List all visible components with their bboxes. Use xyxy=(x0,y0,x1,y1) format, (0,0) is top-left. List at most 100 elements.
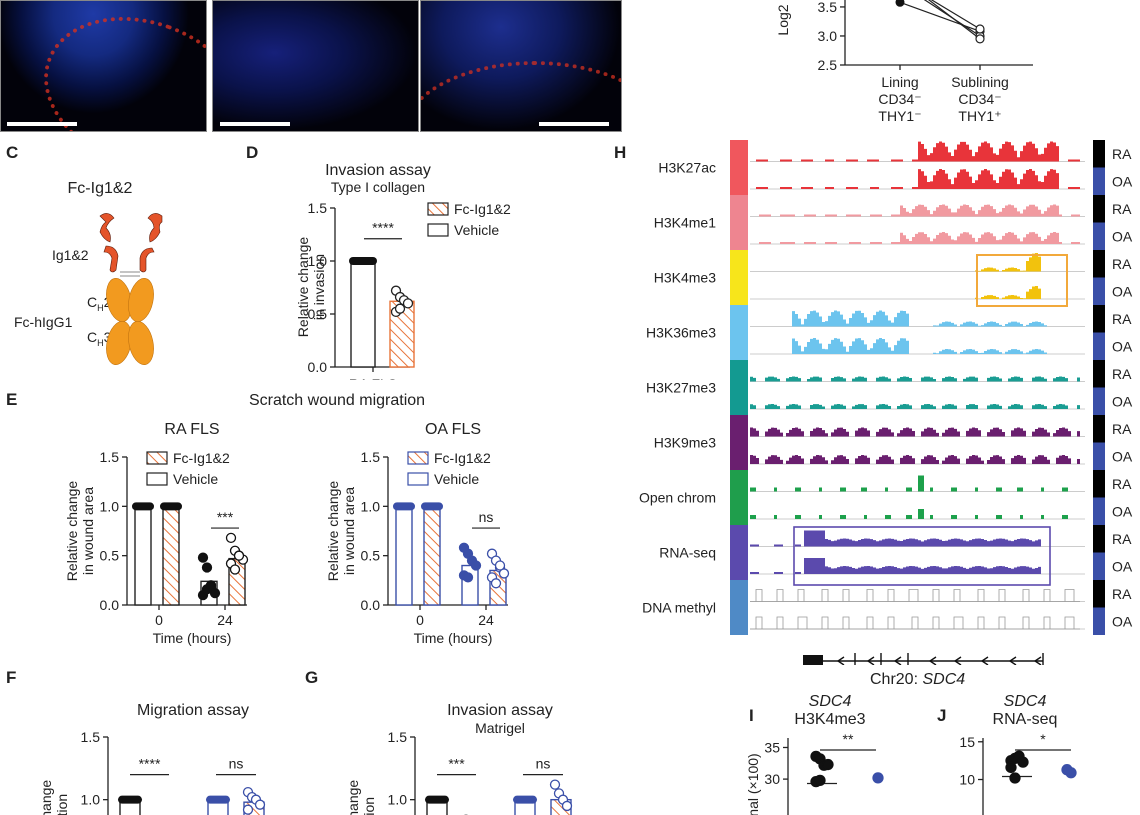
y-axis-label: in wound area xyxy=(80,487,96,575)
legend-swatch-fc xyxy=(146,451,168,465)
y-tick-label: 1.5 xyxy=(361,449,381,465)
data-points-fc-ig12 xyxy=(421,502,443,511)
track-label: Open chrom xyxy=(639,490,716,506)
y-tick-label: 1.5 xyxy=(308,200,328,216)
track-label: H3K4me1 xyxy=(654,215,716,231)
x-tick-label: 24 xyxy=(217,612,233,628)
gene-strand-arrow xyxy=(893,656,902,665)
x-tick-label: RA FLS xyxy=(349,376,397,380)
y-tick-label: 0.0 xyxy=(100,597,120,613)
fc-label: Fc-hIgG1 xyxy=(14,314,73,330)
gene-strand-arrow xyxy=(953,656,962,665)
chart-subtitle: Type I collagen xyxy=(331,179,425,195)
y-axis-label: nal (×100) xyxy=(745,753,761,815)
chart-E: Scratch wound migration 0.0 0.5 1.0 1.5 Relat… xyxy=(64,392,510,646)
track-signal xyxy=(750,475,1080,492)
condition-color-band xyxy=(1093,442,1105,470)
scale-bar xyxy=(220,122,290,126)
gene-strand-arrow xyxy=(1033,656,1042,665)
panel-label-E: E xyxy=(6,390,18,409)
data-point xyxy=(394,303,406,314)
y-tick-label: 0.5 xyxy=(361,548,381,564)
group-title: Scratch wound migration xyxy=(249,392,425,409)
data-points-fc-ig12 xyxy=(160,502,182,511)
data-points-vehicle xyxy=(425,795,449,804)
track-signal xyxy=(750,376,1080,382)
ch3-label: CH3 xyxy=(87,329,112,348)
track-label: H3K27me3 xyxy=(646,380,716,396)
gene-strand-arrow xyxy=(866,656,875,665)
y-tick-label: 10 xyxy=(959,772,975,788)
data-points-vehicle xyxy=(118,795,142,804)
data-point xyxy=(494,560,506,571)
condition-color-band xyxy=(1093,497,1105,525)
track-label: RNA-seq xyxy=(659,545,716,561)
panel-label-H: H xyxy=(614,143,627,162)
chart-title-gene: SDC4 xyxy=(809,693,852,710)
significance-label: *** xyxy=(448,756,465,772)
panel-label-D: D xyxy=(246,143,259,162)
condition-color-band xyxy=(1093,360,1105,388)
panel-label-I: I xyxy=(749,706,754,725)
y-axis-label: in invasion xyxy=(361,797,377,815)
track-signal xyxy=(750,616,1080,630)
condition-label: RA xyxy=(1112,586,1132,602)
fc-construct-diagram: Fc-Ig1&2 Ig1&2 Fc-hIgG1 CH2 CH3 xyxy=(14,180,163,365)
gene-strand-arrow xyxy=(1008,656,1017,665)
significance-label: ns xyxy=(536,756,551,772)
y-tick-label: 0.5 xyxy=(100,548,120,564)
micrograph-1 xyxy=(0,0,207,132)
chart-title: RNA-seq xyxy=(993,711,1058,728)
condition-color-band xyxy=(1093,140,1105,168)
y-tick-label: 3.0 xyxy=(818,28,838,44)
data-point xyxy=(1065,767,1077,779)
track-signal xyxy=(750,169,1080,189)
x-tick-label: CD34⁻ xyxy=(878,91,921,107)
data-point xyxy=(498,568,510,579)
gene-strand-arrow xyxy=(980,656,989,665)
data-point xyxy=(561,800,573,812)
legend-swatch-fc xyxy=(407,451,429,465)
pair-line xyxy=(930,0,981,30)
ig-domain-label: Ig1&2 xyxy=(52,247,89,263)
data-point xyxy=(233,550,245,561)
x-tick-label: Sublining xyxy=(951,74,1009,90)
y-tick-label: 0.0 xyxy=(361,597,381,613)
significance-label: ns xyxy=(479,509,494,525)
track-color-band xyxy=(730,580,748,635)
ig-domain-right xyxy=(139,213,163,273)
condition-color-band xyxy=(1093,305,1105,333)
lining-stain-red xyxy=(21,1,206,131)
bar-vehicle xyxy=(350,260,376,368)
condition-color-band xyxy=(1093,167,1105,195)
significance-label: **** xyxy=(139,756,161,772)
condition-label: RA xyxy=(1112,201,1132,217)
data-point xyxy=(197,552,209,563)
data-points-vehicle xyxy=(349,257,377,265)
bar-fc-ig12 xyxy=(162,505,180,606)
legend-label: Vehicle xyxy=(173,471,218,487)
track-label: H3K9me3 xyxy=(654,435,716,451)
condition-color-band xyxy=(1093,222,1105,250)
data-point-sublining xyxy=(975,34,985,44)
condition-label: RA xyxy=(1112,311,1132,327)
y-tick-label: 35 xyxy=(764,739,780,755)
condition-label: RA xyxy=(1112,421,1132,437)
y-tick-label: 3.5 xyxy=(818,0,838,15)
gene-strand-arrow xyxy=(836,656,845,665)
y-tick-label: 1.0 xyxy=(308,253,328,269)
legend-label: Fc-Ig1&2 xyxy=(434,450,491,466)
significance-label: **** xyxy=(372,220,394,236)
y-tick-label: 1.0 xyxy=(361,498,381,514)
chart-title: H3K4me3 xyxy=(794,711,865,728)
panel-label-G: G xyxy=(305,668,319,687)
legend-swatch-fc xyxy=(427,202,449,216)
x-tick-label: Lining xyxy=(881,74,918,90)
significance-label: ns xyxy=(229,756,244,772)
track-color-band xyxy=(730,195,748,250)
bar-vehicle xyxy=(395,505,413,606)
condition-label: OA xyxy=(1112,558,1133,574)
data-point xyxy=(814,774,826,787)
